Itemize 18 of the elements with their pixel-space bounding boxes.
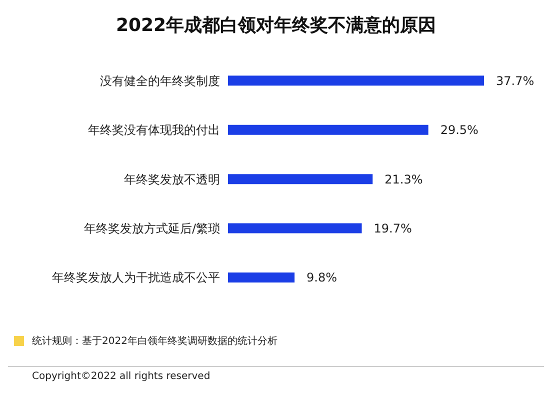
data-label: 21.3%: [384, 172, 423, 186]
y-tick-label: 年终奖没有体现我的付出: [88, 123, 220, 138]
y-tick-label: 年终奖发放方式延后/繁琐: [84, 221, 220, 236]
data-label: 19.7%: [374, 222, 412, 236]
y-tick-label: 年终奖发放不透明: [124, 172, 220, 186]
y-tick-label: 年终奖发放人为干扰造成不公平: [52, 270, 220, 285]
text: Copyright©2022 all rights reserved: [8, 366, 544, 382]
y-tick-label: 没有健全的年终奖制度: [100, 74, 220, 88]
bar: [228, 174, 373, 184]
data-label: 29.5%: [440, 123, 478, 138]
data-label: 37.7%: [496, 74, 534, 88]
bar: [228, 272, 295, 282]
data-label: 9.8%: [306, 270, 338, 285]
text: 统计规则：基于2022年白领年终奖调研数据的统计分析: [32, 334, 278, 348]
bar: [228, 76, 484, 86]
chart-title: 2022年成都白领对年终奖不满意的原因: [114, 14, 438, 38]
bar: [228, 124, 428, 135]
bar: [228, 223, 362, 234]
